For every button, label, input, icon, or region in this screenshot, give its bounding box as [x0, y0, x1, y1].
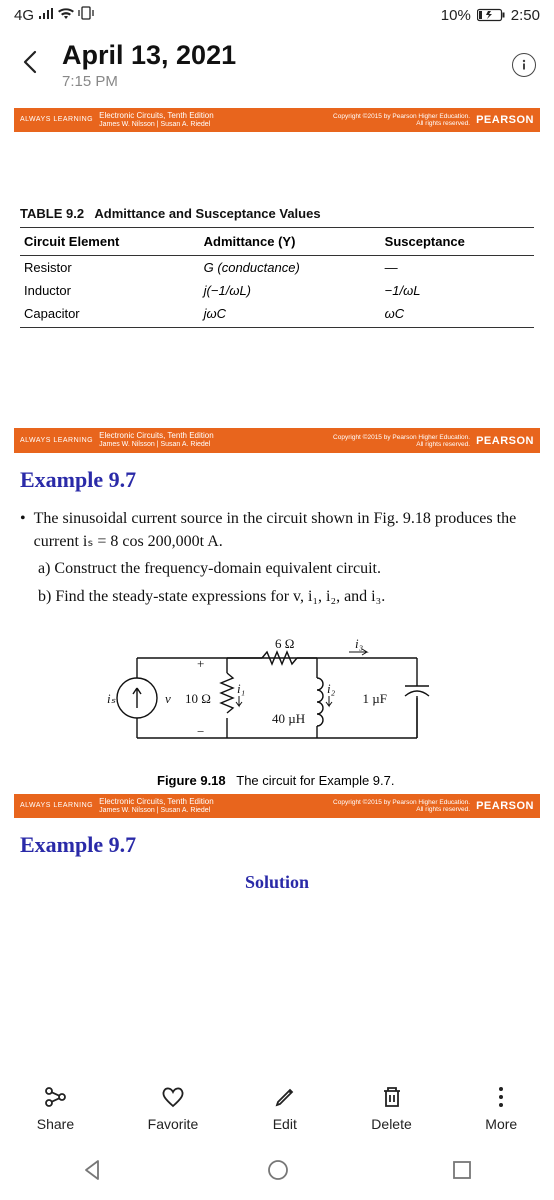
table-col-0: Circuit Element — [20, 228, 200, 256]
vibrate-icon — [78, 6, 94, 24]
book-authors: James W. Nilsson | Susan A. Riedel — [99, 121, 214, 129]
inductor-label: 40 µH — [272, 711, 305, 726]
status-bar: 4G 10% 2:50 — [0, 0, 554, 30]
example-9-7: Example 9.7 •The sinusoidal current sour… — [14, 467, 540, 788]
figure-9-18: iₛ + v − 10 Ω i₁ 6 Ω — [97, 628, 457, 788]
pearson-brand: PEARSON — [476, 800, 534, 812]
back-button[interactable] — [18, 49, 44, 82]
r2-label: 6 Ω — [275, 636, 294, 651]
copyright-line-2: All rights reserved. — [333, 806, 470, 813]
page-subtitle: 7:15 PM — [62, 73, 494, 90]
book-title: Electronic Circuits, Tenth Edition — [99, 432, 214, 441]
edit-button[interactable]: Edit — [272, 1084, 298, 1132]
pearson-header-bar: ALWAYS LEARNING Electronic Circuits, Ten… — [14, 794, 540, 818]
nav-home-button[interactable] — [267, 1159, 289, 1186]
more-button[interactable]: More — [485, 1084, 517, 1132]
page-title: April 13, 2021 — [62, 40, 494, 71]
header: April 13, 2021 7:15 PM — [0, 30, 554, 98]
svg-text:+: + — [197, 656, 204, 671]
share-icon — [42, 1084, 68, 1110]
copyright-line-1: Copyright ©2015 by Pearson Higher Educat… — [333, 799, 470, 806]
example-bullet: The sinusoidal current source in the cir… — [34, 507, 534, 553]
source-label: iₛ — [107, 691, 116, 706]
table-row: Inductor j(−1/ωL) −1/ωL — [20, 279, 534, 302]
nav-recent-button[interactable] — [452, 1160, 472, 1185]
pearson-header-bar: ALWAYS LEARNING Electronic Circuits, Ten… — [14, 428, 540, 452]
pencil-icon — [272, 1084, 298, 1110]
table-col-1: Admittance (Y) — [200, 228, 381, 256]
svg-text:−: − — [197, 724, 204, 739]
cap-label: 1 µF — [363, 691, 387, 706]
example-part-b: b) Find the steady-state expressions for… — [38, 585, 534, 608]
i1-label: i₁ — [237, 681, 245, 696]
voltage-label: v — [165, 691, 171, 706]
bottom-action-bar: Share Favorite Edit Delete More — [0, 1072, 554, 1144]
share-button[interactable]: Share — [37, 1084, 74, 1132]
system-nav-bar — [0, 1144, 554, 1200]
table-title-text: Admittance and Susceptance Values — [94, 206, 320, 221]
table-9-2: TABLE 9.2 Admittance and Susceptance Val… — [14, 206, 540, 328]
solution-label: Solution — [20, 872, 534, 893]
heart-icon — [160, 1084, 186, 1110]
copyright-line-2: All rights reserved. — [333, 441, 470, 448]
i3-label: i₃ — [355, 636, 363, 651]
network-label: 4G — [14, 7, 34, 24]
example-9-7-solution: Example 9.7 Solution — [14, 832, 540, 893]
always-learning-label: ALWAYS LEARNING — [20, 116, 93, 124]
i2-label: i₂ — [327, 681, 336, 696]
delete-label: Delete — [371, 1116, 411, 1132]
book-title: Electronic Circuits, Tenth Edition — [99, 798, 214, 807]
table-col-2: Susceptance — [381, 228, 534, 256]
pearson-brand: PEARSON — [476, 435, 534, 447]
favorite-button[interactable]: Favorite — [148, 1084, 199, 1132]
wifi-icon — [58, 7, 74, 24]
battery-icon — [477, 8, 505, 22]
table-label: TABLE 9.2 — [20, 206, 84, 221]
example-title: Example 9.7 — [20, 832, 534, 858]
copyright-line-1: Copyright ©2015 by Pearson Higher Educat… — [333, 113, 470, 120]
info-button[interactable] — [512, 53, 536, 77]
always-learning-label: ALWAYS LEARNING — [20, 802, 93, 810]
copyright-line-2: All rights reserved. — [333, 120, 470, 127]
document-viewer[interactable]: ALWAYS LEARNING Electronic Circuits, Ten… — [0, 98, 554, 893]
nav-back-button[interactable] — [82, 1159, 104, 1186]
figure-caption: The circuit for Example 9.7. — [236, 773, 394, 788]
r1-label: 10 Ω — [185, 691, 211, 706]
more-label: More — [485, 1116, 517, 1132]
copyright-line-1: Copyright ©2015 by Pearson Higher Educat… — [333, 434, 470, 441]
table-row: Resistor G (conductance) — — [20, 256, 534, 280]
pearson-header-bar: ALWAYS LEARNING Electronic Circuits, Ten… — [14, 108, 540, 132]
book-title: Electronic Circuits, Tenth Edition — [99, 112, 214, 121]
delete-button[interactable]: Delete — [371, 1084, 411, 1132]
example-part-a: a) Construct the frequency-domain equiva… — [38, 557, 534, 580]
signal-icon — [38, 7, 54, 24]
figure-label: Figure 9.18 — [157, 773, 226, 788]
favorite-label: Favorite — [148, 1116, 199, 1132]
book-authors: James W. Nilsson | Susan A. Riedel — [99, 807, 214, 815]
share-label: Share — [37, 1116, 74, 1132]
status-time: 2:50 — [511, 7, 540, 24]
book-authors: James W. Nilsson | Susan A. Riedel — [99, 441, 214, 449]
table-row: Capacitor jωC ωC — [20, 302, 534, 328]
example-title: Example 9.7 — [20, 467, 534, 493]
trash-icon — [379, 1084, 405, 1110]
battery-pct: 10% — [441, 7, 471, 24]
always-learning-label: ALWAYS LEARNING — [20, 437, 93, 445]
more-icon — [488, 1084, 514, 1110]
pearson-brand: PEARSON — [476, 114, 534, 126]
edit-label: Edit — [273, 1116, 297, 1132]
